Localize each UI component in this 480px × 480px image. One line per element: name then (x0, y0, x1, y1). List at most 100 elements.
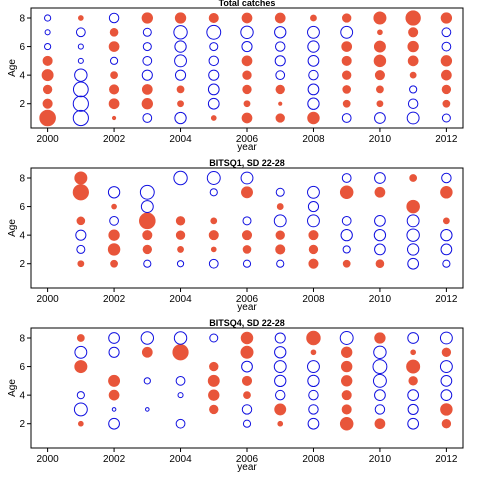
x-tick-label: 2000 (36, 134, 59, 145)
x-tick-label: 2004 (169, 134, 192, 145)
plot-frame (30, 167, 464, 289)
bubble-negative (372, 373, 387, 388)
x-axis-label: year (237, 142, 257, 153)
bubble-positive (405, 10, 421, 26)
bubble-positive (440, 403, 453, 416)
bubble-negative (407, 98, 419, 109)
bubble-positive (276, 203, 284, 210)
bubble-positive (141, 12, 153, 24)
bubble-positive (277, 420, 284, 427)
bubble-negative (307, 97, 320, 110)
bubble-positive (406, 359, 421, 374)
bubble-positive (376, 100, 384, 108)
panel-title: BITSQ4, SD 22-28 (209, 318, 285, 328)
bubble-negative (175, 418, 186, 429)
bubble-positive (175, 216, 186, 226)
bubble-positive (42, 84, 53, 95)
y-tick-label: 8 (19, 174, 25, 185)
bubble-negative (407, 257, 420, 270)
bubble-negative (72, 81, 89, 98)
bubble-positive (242, 84, 252, 95)
bubble-positive (108, 229, 120, 241)
y-tick-label: 6 (19, 362, 25, 373)
bubble-positive (308, 230, 319, 241)
bubble-negative (407, 332, 420, 344)
bubble-negative (407, 403, 419, 415)
bubble-negative (75, 229, 87, 241)
bubble-positive (111, 115, 117, 121)
bubble-positive (241, 55, 253, 67)
bubble-negative (274, 26, 287, 39)
bubble-negative (374, 404, 386, 415)
bubble-positive (441, 69, 452, 81)
bubble-positive (409, 174, 418, 182)
bubble-negative (308, 404, 319, 415)
bubble-negative (107, 186, 121, 199)
bubble-negative (175, 375, 186, 386)
bubble-positive (339, 416, 354, 431)
x-tick-label: 2012 (435, 294, 458, 305)
bubble-negative (176, 260, 185, 268)
y-tick-label: 4 (19, 71, 25, 82)
bubble-positive (177, 246, 184, 253)
y-tick-label: 2 (19, 259, 25, 270)
bubble-positive (240, 331, 254, 345)
bubble-negative (342, 245, 351, 254)
bubble-negative (307, 40, 320, 53)
bubble-negative (439, 360, 453, 374)
bubble-negative (341, 215, 352, 226)
bubble-positive (177, 100, 184, 108)
bubble-positive (242, 70, 252, 80)
bubble-negative (77, 57, 84, 64)
bubble-negative (407, 389, 420, 402)
bubble-positive (109, 27, 119, 37)
bubble-negative (374, 243, 386, 256)
y-axis-label: Age (7, 219, 18, 237)
bubble-negative (276, 259, 285, 268)
x-tick-label: 2006 (236, 294, 259, 305)
bubble-positive (240, 345, 254, 359)
bubble-negative (307, 374, 320, 388)
bubble-positive (408, 27, 419, 38)
bubble-positive (440, 55, 453, 67)
bubble-negative (442, 259, 451, 268)
bubble-negative (242, 216, 252, 226)
x-tick-label: 2008 (302, 294, 325, 305)
bubble-negative (139, 184, 155, 200)
bubble-positive (442, 99, 451, 108)
bubble-negative (77, 43, 84, 50)
x-axis-label: year (237, 462, 257, 473)
bubble-positive (208, 230, 219, 241)
bubble-negative (174, 111, 187, 125)
bubble-positive (209, 361, 219, 372)
bubble-negative (374, 214, 386, 227)
bubble-negative (72, 109, 89, 127)
bubble-negative (173, 170, 188, 186)
panel-3: BITSQ4, SD 22-28 2000 2002 2004 2006 2008 2010… (7, 318, 464, 473)
bubble-negative (273, 360, 287, 374)
bubble-negative (73, 402, 88, 417)
bubble-negative (206, 171, 221, 185)
bubble-negative (173, 25, 188, 40)
bubble-negative (143, 377, 151, 385)
bubble-negative (273, 214, 287, 228)
bubble-positive (174, 12, 187, 24)
bubble-positive (108, 98, 120, 110)
bubble-negative (307, 360, 320, 374)
bubble-positive (374, 70, 385, 81)
bubble-negative (275, 70, 286, 81)
bubble-positive (373, 54, 387, 68)
bubble-positive (107, 243, 121, 256)
bubble-positive (342, 259, 351, 268)
bubble-positive (111, 203, 117, 210)
panel-title: BITSQ1, SD 22-28 (209, 158, 285, 168)
bubble-positive (109, 84, 120, 95)
x-tick-label: 2006 (236, 134, 259, 145)
bubble-positive (39, 109, 56, 127)
bubble-negative (406, 243, 420, 256)
bubble-negative (307, 185, 320, 199)
bubble-negative (440, 374, 453, 387)
bubble-positive (141, 98, 153, 110)
bubble-positive (307, 111, 320, 125)
bubble-negative (440, 228, 453, 242)
